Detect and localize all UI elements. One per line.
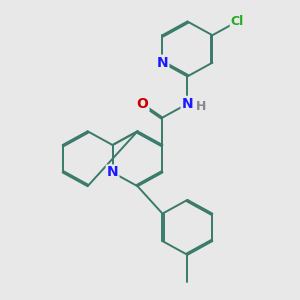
Text: N: N bbox=[107, 166, 118, 179]
Text: N: N bbox=[182, 97, 193, 111]
Text: Cl: Cl bbox=[231, 15, 244, 28]
Text: N: N bbox=[157, 56, 168, 70]
Text: O: O bbox=[136, 97, 148, 111]
Text: H: H bbox=[196, 100, 206, 113]
